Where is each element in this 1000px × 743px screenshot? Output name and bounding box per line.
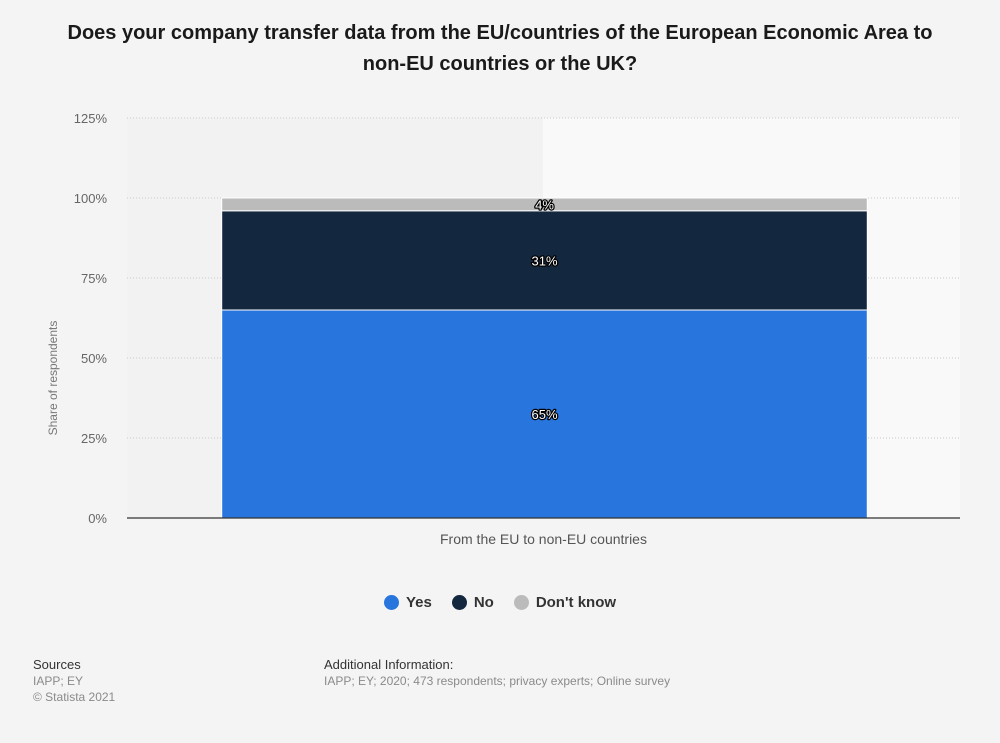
data-label: 31% bbox=[531, 253, 557, 268]
y-axis-title: Share of respondents bbox=[46, 321, 60, 436]
bar-segment bbox=[221, 197, 868, 212]
legend-label-dont-know: Don't know bbox=[535, 594, 617, 611]
legend-swatch-dont-know bbox=[513, 595, 529, 610]
chart-legend: Yes No Don't know bbox=[0, 594, 1000, 611]
y-tick-label: 100% bbox=[74, 191, 108, 206]
legend-label-yes: Yes bbox=[405, 594, 432, 611]
sources-text: IAPP; EY bbox=[33, 674, 84, 688]
legend-label-no: No bbox=[473, 594, 494, 611]
y-tick-label: 25% bbox=[81, 431, 107, 446]
y-tick-label: 50% bbox=[81, 351, 107, 366]
bar-segment bbox=[221, 210, 868, 311]
legend-item-no[interactable]: No bbox=[451, 594, 494, 611]
legend-swatch-yes bbox=[383, 595, 399, 610]
x-category-label: From the EU to non-EU countries bbox=[440, 531, 647, 547]
legend-item-yes[interactable]: Yes bbox=[383, 594, 432, 611]
additional-info-block: Additional Information: IAPP; EY; 2020; … bbox=[324, 657, 670, 689]
data-label: 65% bbox=[531, 407, 557, 422]
sources-heading[interactable]: Sources bbox=[33, 657, 81, 672]
additional-info-heading[interactable]: Additional Information: bbox=[324, 657, 454, 672]
sources-block: Sources IAPP; EY © Statista 2021 bbox=[33, 657, 115, 705]
y-tick-label: 0% bbox=[88, 511, 107, 526]
y-tick-label: 125% bbox=[74, 111, 108, 126]
additional-info-text: IAPP; EY; 2020; 473 respondents; privacy… bbox=[324, 674, 671, 688]
legend-swatch-no bbox=[451, 595, 467, 610]
bar-segment bbox=[221, 309, 868, 519]
y-tick-label: 75% bbox=[81, 271, 107, 286]
data-label: 4% bbox=[535, 197, 554, 212]
chart-title: Does your company transfer data from the… bbox=[67, 22, 933, 75]
legend-item-dont-know[interactable]: Don't know bbox=[513, 594, 617, 611]
copyright-text: © Statista 2021 bbox=[33, 690, 116, 704]
